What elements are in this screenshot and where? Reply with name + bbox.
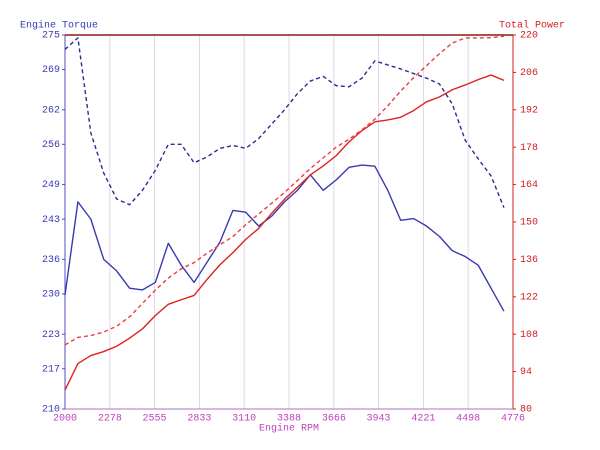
y2-tick-label: 206: [520, 68, 538, 79]
y2-tick-label: 94: [520, 367, 532, 378]
x-tick-label: 3110: [232, 414, 256, 425]
y-tick-label: 269: [42, 65, 60, 76]
x-tick-label: 3666: [322, 414, 346, 425]
y-tick-label: 243: [42, 215, 60, 226]
series-line: [64, 74, 505, 391]
x-tick-label: 2000: [53, 414, 77, 425]
y-tick-label: 262: [42, 105, 60, 116]
y2-tick-label: 122: [520, 292, 538, 303]
y2-tick-label: 108: [520, 330, 538, 341]
y2-tick-label: 150: [520, 218, 538, 229]
x-tick-label: 4776: [501, 414, 525, 425]
y2-tick-label: 178: [520, 143, 538, 154]
y-tick-label: 230: [42, 290, 60, 301]
y2-tick-label: 192: [520, 105, 538, 116]
y-tick-label: 223: [42, 330, 60, 341]
x-tick-label: 2555: [143, 414, 167, 425]
y2-tick-label: 136: [520, 255, 538, 266]
y-axis-title: Engine Torque: [20, 20, 98, 32]
x-tick-label: 4221: [411, 414, 435, 425]
y-tick-label: 217: [42, 364, 60, 375]
series-line: [64, 37, 505, 208]
y2-tick-label: 164: [520, 180, 538, 191]
x-tick-label: 3388: [277, 414, 301, 425]
y2-tick-label: 80: [520, 405, 532, 416]
x-tick-label: 4498: [456, 414, 480, 425]
y-tick-label: 275: [42, 31, 60, 42]
x-tick-label: 2833: [187, 414, 211, 425]
y-tick-label: 236: [42, 255, 60, 266]
x-tick-label: 3943: [367, 414, 391, 425]
y-tick-label: 249: [42, 180, 60, 191]
y2-axis-title: Total Power: [499, 20, 565, 32]
y-tick-label: 256: [42, 140, 60, 151]
x-axis-title: Engine RPM: [259, 423, 319, 435]
y-tick-label: 210: [42, 405, 60, 416]
y2-tick-label: 220: [520, 31, 538, 42]
x-tick-label: 2278: [98, 414, 122, 425]
series-line: [64, 164, 505, 312]
